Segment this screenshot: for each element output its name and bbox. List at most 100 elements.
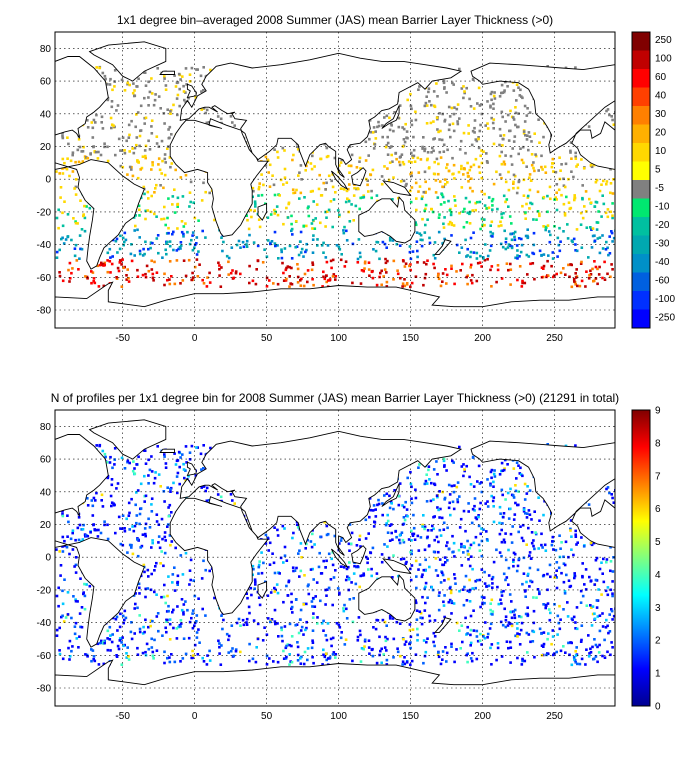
data-bin — [114, 531, 117, 535]
data-bin — [462, 225, 466, 229]
data-bin — [472, 629, 476, 632]
data-bin — [424, 207, 427, 211]
data-bin — [432, 172, 436, 176]
data-bin — [312, 283, 315, 287]
data-bin — [471, 273, 474, 277]
data-bin — [509, 244, 512, 248]
data-bin — [521, 281, 524, 285]
data-bin — [144, 534, 147, 538]
data-bin — [519, 147, 522, 150]
data-bin — [115, 237, 119, 241]
data-bin — [423, 147, 427, 151]
data-bin — [544, 171, 548, 174]
data-bin — [526, 228, 529, 231]
data-bin — [441, 563, 444, 567]
data-bin — [141, 155, 145, 158]
data-bin — [441, 272, 445, 275]
data-bin — [163, 77, 166, 80]
data-bin — [195, 68, 198, 71]
data-bin — [487, 584, 491, 588]
data-bin — [528, 566, 532, 570]
data-bin — [426, 535, 429, 539]
data-bin — [590, 165, 594, 169]
data-bin — [305, 248, 308, 252]
data-bin — [78, 234, 82, 237]
data-bin — [408, 264, 411, 268]
data-bin — [459, 269, 462, 272]
data-bin — [76, 526, 80, 530]
data-bin — [481, 601, 484, 605]
data-bin — [503, 89, 506, 92]
data-bin — [445, 273, 449, 277]
data-bin — [486, 632, 490, 636]
data-bin — [400, 153, 404, 156]
data-bin — [334, 278, 337, 281]
data-bin — [324, 225, 327, 228]
colorbar-segment — [632, 161, 650, 181]
data-bin — [469, 250, 473, 254]
data-bin — [370, 196, 373, 200]
data-bin — [418, 85, 421, 88]
data-bin — [515, 191, 519, 195]
data-bin — [57, 226, 60, 230]
data-bin — [171, 203, 174, 206]
data-bin — [350, 203, 353, 206]
data-bin — [492, 107, 495, 110]
data-bin — [603, 638, 606, 642]
data-bin — [355, 544, 359, 547]
data-bin — [205, 285, 209, 288]
data-bin — [546, 194, 549, 198]
data-bin — [479, 501, 482, 505]
data-bin — [231, 121, 234, 124]
data-bin — [445, 544, 448, 548]
data-bin — [507, 621, 511, 624]
data-bin — [184, 445, 188, 448]
data-bin — [552, 170, 555, 173]
data-bin — [548, 563, 552, 567]
data-bin — [504, 200, 507, 204]
data-bin — [347, 200, 351, 203]
data-bin — [282, 649, 285, 653]
data-bin — [288, 643, 291, 647]
data-bin — [163, 205, 166, 209]
data-bin — [517, 237, 521, 240]
data-bin — [325, 260, 329, 264]
data-bin — [296, 267, 300, 271]
data-bin — [128, 543, 132, 547]
data-bin — [165, 242, 168, 245]
data-bin — [525, 631, 529, 635]
data-bin — [472, 609, 475, 612]
data-bin — [204, 236, 207, 239]
data-bin — [370, 189, 373, 193]
data-bin — [400, 531, 404, 534]
data-bin — [551, 535, 555, 539]
data-bin — [498, 143, 501, 147]
data-bin — [185, 83, 188, 86]
data-bin — [521, 145, 525, 149]
data-bin — [546, 652, 550, 656]
data-bin — [522, 510, 526, 513]
data-bin — [92, 523, 95, 527]
data-bin — [176, 471, 180, 475]
data-bin — [80, 247, 84, 251]
data-bin — [509, 129, 512, 133]
data-bin — [71, 170, 75, 173]
data-bin — [601, 654, 604, 658]
data-bin — [397, 503, 401, 507]
data-bin — [450, 234, 453, 237]
data-bin — [363, 267, 366, 270]
data-bin — [116, 482, 120, 485]
data-bin — [245, 243, 248, 246]
data-bin — [388, 614, 392, 618]
data-bin — [432, 253, 436, 257]
data-bin — [265, 255, 269, 258]
data-bin — [202, 467, 205, 470]
data-bin — [526, 613, 530, 617]
data-bin — [129, 630, 133, 634]
data-bin — [439, 662, 443, 666]
data-bin — [218, 267, 221, 271]
data-bin — [98, 444, 101, 448]
data-bin — [454, 582, 457, 585]
data-bin — [605, 109, 608, 113]
data-bin — [150, 455, 153, 458]
